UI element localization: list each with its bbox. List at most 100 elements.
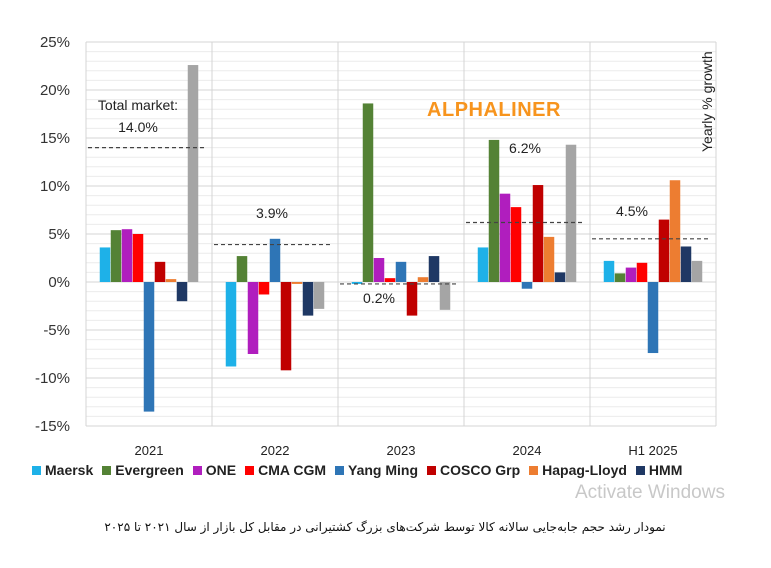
total-market-2025-value: 4.5% — [616, 203, 648, 219]
y-tick-label: 10% — [40, 178, 70, 195]
legend-item-cosco-grp: COSCO Grp — [427, 462, 520, 478]
legend-label: HMM — [648, 462, 683, 478]
bar-maersk-2022 — [225, 282, 237, 367]
bar-yang-ming-h1-2025 — [647, 282, 659, 354]
bar-cma-cgm-2024 — [510, 207, 522, 282]
bar-evergreen-2024 — [488, 139, 500, 282]
bar-one-2023 — [373, 258, 385, 282]
bar-one-2024 — [499, 193, 511, 282]
bar-cosco-grp-h1-2025 — [658, 219, 670, 282]
bar-yang-ming-2022 — [269, 238, 281, 282]
legend-label: Yang Ming — [348, 462, 419, 478]
legend-item-maersk: Maersk — [32, 462, 93, 478]
x-tick-label: 2023 — [387, 443, 416, 458]
legend-swatch-icon — [427, 465, 437, 475]
total-market-2022-value: 3.9% — [256, 205, 288, 221]
bar-other-2024 — [565, 144, 577, 282]
y-tick-label: 25% — [40, 34, 70, 51]
bar-hapag-lloyd-2023 — [417, 277, 429, 282]
legend-item-evergreen: Evergreen — [102, 462, 184, 478]
bar-yang-ming-2024 — [521, 282, 533, 289]
legend-item-cma-cgm: CMA CGM — [245, 462, 326, 478]
bar-evergreen-2023 — [362, 103, 374, 282]
bar-evergreen-2022 — [236, 256, 248, 282]
legend-label: COSCO Grp — [440, 462, 521, 478]
gridlines — [85, 41, 717, 427]
legend-swatch-icon — [635, 465, 645, 475]
activate-windows-watermark: Activate Windows — [575, 482, 725, 503]
legend-swatch-icon — [102, 465, 112, 475]
bar-chart: 25% 20% 15% 10% 5% 0% -5% -10% -15% 2021 2022 2023… — [35, 34, 717, 458]
bar-yang-ming-2023 — [395, 261, 407, 282]
total-market-2021-value: 14.0% — [118, 119, 158, 135]
bar-evergreen-h1-2025 — [614, 273, 626, 282]
x-tick-label: 2022 — [261, 443, 290, 458]
bar-cosco-grp-2022 — [280, 282, 292, 371]
x-tick-label: 2024 — [513, 443, 542, 458]
legend-label: Hapag-Lloyd — [542, 462, 627, 478]
legend-label: ONE — [205, 462, 237, 478]
bar-other-2022 — [313, 282, 325, 309]
x-tick-label: H1 2025 — [628, 443, 677, 458]
bar-cosco-grp-2024 — [532, 185, 544, 282]
bar-cosco-grp-2023 — [406, 282, 418, 316]
y-tick-label: 0% — [48, 274, 70, 291]
bar-cma-cgm-2022 — [258, 282, 270, 295]
bar-hapag-lloyd-2021 — [165, 279, 177, 282]
y-tick-label: -15% — [35, 418, 70, 435]
total-market-lines — [88, 147, 708, 285]
bar-maersk-2024 — [477, 247, 489, 282]
bar-maersk-h1-2025 — [603, 260, 615, 282]
legend-swatch-icon — [192, 465, 202, 475]
legend-item-hmm: HMM — [635, 462, 683, 478]
bar-hmm-2023 — [428, 256, 440, 282]
legend-swatch-icon — [32, 465, 41, 475]
bar-hapag-lloyd-2024 — [543, 236, 555, 282]
alphaliner-logo: ALPHALINER — [427, 99, 561, 121]
bar-hmm-2021 — [176, 282, 188, 302]
bar-maersk-2023 — [351, 282, 363, 284]
legend-item-hapag-lloyd: Hapag-Lloyd — [529, 462, 627, 478]
y-tick-label: 5% — [48, 226, 70, 243]
legend-label: Maersk — [45, 462, 94, 478]
y-tick-label: -5% — [43, 322, 70, 339]
legend-item-one: ONE — [192, 462, 237, 478]
bar-hmm-2024 — [554, 272, 566, 282]
y-axis-ticks: 25% 20% 15% 10% 5% 0% -5% -10% -15% — [35, 34, 70, 435]
legend-swatch-icon — [245, 465, 255, 475]
bar-evergreen-2021 — [110, 230, 122, 282]
legend-label: Evergreen — [115, 462, 184, 478]
bar-hapag-lloyd-2022 — [291, 282, 303, 284]
bar-one-h1-2025 — [625, 267, 637, 282]
legend-swatch-icon — [529, 465, 539, 475]
total-market-2024-value: 6.2% — [509, 140, 541, 156]
bar-maersk-2021 — [99, 247, 111, 282]
x-tick-label: 2021 — [135, 443, 164, 458]
y-tick-label: 15% — [40, 130, 70, 147]
bar-cosco-grp-2021 — [154, 261, 166, 282]
y-axis-label: Yearly % growth — [699, 51, 715, 152]
y-tick-label: -10% — [35, 370, 70, 387]
total-market-label: Total market: — [98, 97, 178, 113]
x-axis-labels: 2021 2022 2023 2024 H1 2025 — [135, 443, 678, 458]
bar-hapag-lloyd-h1-2025 — [669, 180, 681, 282]
bar-cma-cgm-2021 — [132, 234, 144, 282]
legend: Maersk Evergreen ONE CMA CGM Yang Ming COSCO … — [32, 462, 682, 478]
legend-label: CMA CGM — [258, 462, 327, 478]
y-tick-label: 20% — [40, 82, 70, 99]
bar-cma-cgm-2023 — [384, 278, 396, 282]
total-market-2023-value: 0.2% — [363, 290, 395, 306]
bar-one-2021 — [121, 229, 133, 282]
bar-yang-ming-2021 — [143, 282, 155, 412]
bar-cma-cgm-h1-2025 — [636, 262, 648, 282]
bar-hmm-2022 — [302, 282, 314, 316]
bar-one-2022 — [247, 282, 259, 354]
legend-item-yang-ming: Yang Ming — [335, 462, 418, 478]
legend-swatch-icon — [335, 465, 345, 475]
bar-other-h1-2025 — [691, 260, 703, 282]
figure-caption: نمودار رشد حجم جابه‌جایی سالانه کالا توس… — [104, 520, 666, 534]
bar-other-2023 — [439, 282, 451, 310]
bar-other-2021 — [187, 65, 199, 282]
bar-series — [99, 65, 703, 412]
bar-hmm-h1-2025 — [680, 246, 692, 282]
